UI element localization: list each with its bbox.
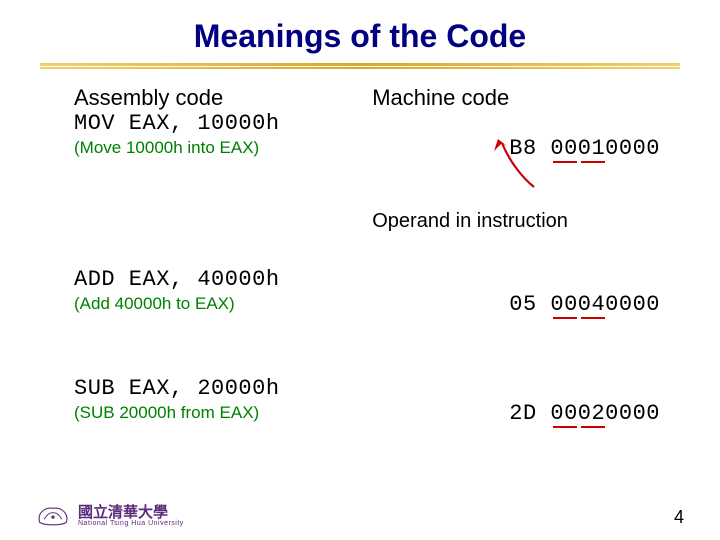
content-area: Assembly code MOV EAX, 10000h (Move 1000… [0, 79, 720, 451]
mc-opcode-2: 05 [509, 292, 550, 317]
assembly-header: Assembly code [74, 85, 372, 111]
mc-opcode-3: 2D [509, 401, 550, 426]
machine-code-3: 2D 00020000 [372, 376, 660, 451]
university-logo: 國立清華大學 National Tsing Hua University [36, 505, 184, 528]
asm-explain-1: (Move 10000h into EAX) [74, 138, 372, 158]
operand-note: Operand in instruction [372, 210, 660, 233]
underline-icon [553, 161, 577, 163]
page-number: 4 [674, 507, 684, 528]
underline-icon [553, 317, 577, 319]
underline-icon [581, 426, 605, 428]
underline-icon [581, 161, 605, 163]
footer: 國立清華大學 National Tsing Hua University 4 [36, 505, 684, 528]
mc-operand-2: 00040000 [550, 292, 660, 317]
logo-text-cn: 國立清華大學 [78, 505, 184, 520]
machine-code-2: 05 00040000 [372, 267, 660, 342]
machine-header: Machine code [372, 85, 660, 111]
row-3: SUB EAX, 20000h (SUB 20000h from EAX) 2D… [74, 376, 660, 451]
underline-icon [553, 426, 577, 428]
logo-text-en: National Tsing Hua University [78, 520, 184, 528]
mc-operand-3: 00020000 [550, 401, 660, 426]
slide-title: Meanings of the Code [0, 0, 720, 63]
asm-explain-3: (SUB 20000h from EAX) [74, 403, 372, 423]
logo-mark-icon [36, 505, 70, 527]
asm-code-3: SUB EAX, 20000h [74, 376, 372, 401]
underline-icon [581, 317, 605, 319]
row-2: ADD EAX, 40000h (Add 40000h to EAX) 05 0… [74, 267, 660, 342]
title-divider [40, 63, 680, 69]
asm-code-2: ADD EAX, 40000h [74, 267, 372, 292]
slide: Meanings of the Code Assembly code MOV E… [0, 0, 720, 540]
asm-code-1: MOV EAX, 10000h [74, 111, 372, 136]
header-row: Assembly code MOV EAX, 10000h (Move 1000… [74, 85, 660, 233]
machine-code-1: B8 00010000 [372, 111, 660, 186]
mc-operand-1: 00010000 [550, 136, 660, 161]
asm-explain-2: (Add 40000h to EAX) [74, 294, 372, 314]
mc-opcode-1: B8 [509, 136, 550, 161]
